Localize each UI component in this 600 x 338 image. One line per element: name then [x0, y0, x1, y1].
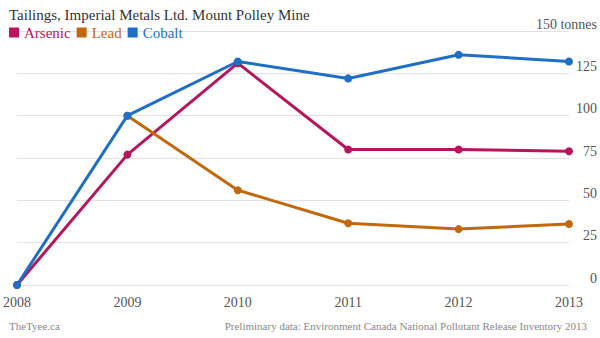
svg-text:25: 25	[583, 228, 597, 243]
svg-text:150 tonnes: 150 tonnes	[536, 17, 597, 32]
svg-text:2010: 2010	[224, 295, 252, 310]
svg-text:2009: 2009	[113, 295, 141, 310]
svg-text:2011: 2011	[334, 295, 361, 310]
svg-text:Arsenic: Arsenic	[24, 25, 71, 41]
svg-text:2008: 2008	[3, 295, 31, 310]
svg-text:50: 50	[583, 186, 597, 201]
svg-text:2013: 2013	[555, 295, 583, 310]
svg-text:Lead: Lead	[92, 25, 122, 41]
svg-text:2012: 2012	[445, 295, 473, 310]
svg-text:TheTyee.ca: TheTyee.ca	[9, 320, 60, 332]
svg-text:Preliminary data: Environment: Preliminary data: Environment Canada Nat…	[225, 320, 588, 332]
svg-text:0: 0	[590, 271, 597, 286]
svg-text:Cobalt: Cobalt	[143, 25, 184, 41]
svg-text:75: 75	[583, 144, 597, 159]
svg-text:125: 125	[576, 59, 597, 74]
svg-text:Tailings, Imperial Metals Ltd.: Tailings, Imperial Metals Ltd. Mount Pol…	[9, 7, 310, 23]
svg-text:100: 100	[576, 101, 597, 116]
